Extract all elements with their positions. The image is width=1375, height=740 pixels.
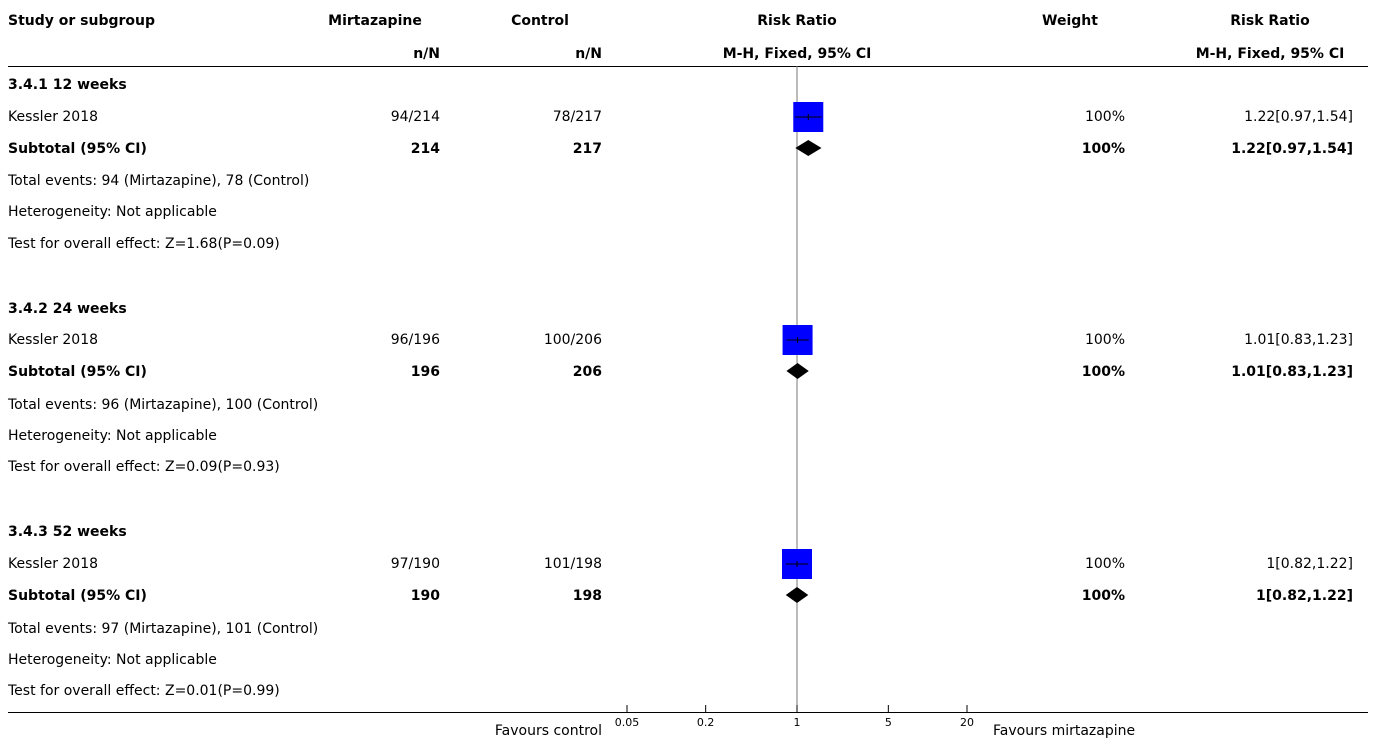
study-weight: 100% [1084,109,1125,125]
header-effect: Risk Ratio [757,13,837,29]
subtotal-ci-text: 1[0.82,1.22] [1256,588,1353,604]
subtotal-diamond [795,140,822,156]
header-group2: Control [511,13,569,29]
subtotal-group1: 196 [410,364,440,380]
axis-tick-label: 0.2 [697,716,715,729]
axis-tick-label: 20 [960,716,974,729]
study-ci-text: 1[0.82,1.22] [1266,556,1353,572]
study-group1-count: 94/214 [390,109,440,125]
overall-effect: Test for overall effect: Z=0.09(P=0.93) [8,459,280,475]
subtotal-label: Subtotal (95% CI) [8,364,147,380]
study-weight: 100% [1084,332,1125,348]
heterogeneity: Heterogeneity: Not applicable [8,204,217,220]
study-name: Kessler 2018 [8,556,99,572]
study-group1-count: 97/190 [390,556,440,572]
header-effect2-sub: M-H, Fixed, 95% CI [1195,46,1345,62]
subtotal-group2: 217 [572,141,602,157]
study-group1-count: 96/196 [390,332,440,348]
heterogeneity: Heterogeneity: Not applicable [8,652,217,668]
study-group2-count: 100/206 [543,332,602,348]
subtotal-diamond [785,587,809,603]
study-group2-count: 78/217 [552,109,602,125]
header-study: Study or subgroup [8,13,156,29]
subtotal-group2: 198 [572,588,602,604]
subtotal-weight: 100% [1081,588,1125,604]
overall-effect: Test for overall effect: Z=1.68(P=0.09) [8,236,280,252]
heterogeneity: Heterogeneity: Not applicable [8,428,217,444]
study-weight: 100% [1084,556,1125,572]
subtotal-ci-text: 1.22[0.97,1.54] [1231,141,1353,157]
subtotal-weight: 100% [1081,141,1125,157]
subgroup-title: 3.4.2 24 weeks [8,301,127,317]
header-group1: Mirtazapine [328,13,422,29]
header-effect-sub: M-H, Fixed, 95% CI [722,46,872,62]
study-ci-text: 1.22[0.97,1.54] [1244,109,1353,125]
header-group1-sub: n/N [413,46,440,62]
header-rule [8,66,1368,67]
study-group2-count: 101/198 [543,556,602,572]
header-weight: Weight [1042,13,1098,29]
total-events: Total events: 94 (Mirtazapine), 78 (Cont… [8,173,310,189]
header-group2-sub: n/N [575,46,602,62]
subtotal-diamond [786,363,809,379]
study-ci-text: 1.01[0.83,1.23] [1244,332,1353,348]
total-events: Total events: 97 (Mirtazapine), 101 (Con… [8,621,319,637]
subgroup-title: 3.4.1 12 weeks [8,77,127,93]
subtotal-group2: 206 [572,364,602,380]
footer-rule [8,712,1368,713]
subgroup-title: 3.4.3 52 weeks [8,524,127,540]
subtotal-group1: 214 [410,141,440,157]
subtotal-weight: 100% [1081,364,1125,380]
study-name: Kessler 2018 [8,109,99,125]
favours-left: Favours control [494,723,602,739]
header-effect2: Risk Ratio [1230,13,1310,29]
axis-tick-label: 0.05 [615,716,640,729]
favours-right: Favours mirtazapine [993,723,1136,739]
axis-tick-label: 1 [794,716,801,729]
overall-effect: Test for overall effect: Z=0.01(P=0.99) [8,683,280,699]
axis-tick-label: 5 [885,716,892,729]
subtotal-label: Subtotal (95% CI) [8,588,147,604]
subtotal-ci-text: 1.01[0.83,1.23] [1231,364,1353,380]
subtotal-group1: 190 [410,588,440,604]
total-events: Total events: 96 (Mirtazapine), 100 (Con… [8,397,319,413]
study-name: Kessler 2018 [8,332,99,348]
subtotal-label: Subtotal (95% CI) [8,141,147,157]
